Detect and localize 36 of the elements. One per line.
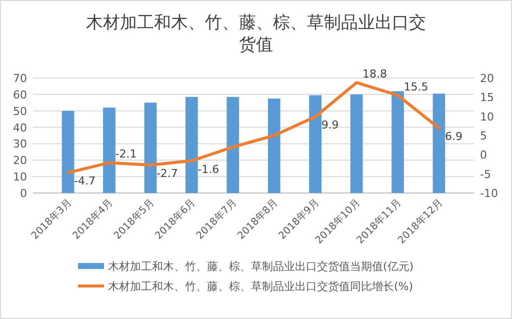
y2-tick-label: -10 xyxy=(480,187,498,200)
y-tick-label: 50 xyxy=(13,104,27,118)
chart-title: 木材加工和木、竹、藤、棕、草制品业出口交货值 xyxy=(86,13,426,55)
bar xyxy=(268,98,280,193)
bar xyxy=(62,110,74,193)
bar xyxy=(144,102,157,193)
y-tick-label: 40 xyxy=(13,121,27,134)
y-tick-label: 30 xyxy=(13,138,27,151)
y-tick-label: 10 xyxy=(13,170,27,184)
data-label: 18.8 xyxy=(362,68,388,81)
y2-tick-label: -5 xyxy=(480,168,491,181)
y-tick-label: 70 xyxy=(13,72,27,85)
bar xyxy=(350,94,363,193)
bar xyxy=(185,96,198,193)
y2-tick-label: 20 xyxy=(480,72,494,85)
legend-label: 木材加工和木、竹、藤、棕、草制品业出口交货值当期值(亿元) xyxy=(108,260,414,273)
bar xyxy=(309,95,322,193)
y2-tick-label: 10 xyxy=(480,110,494,124)
data-label: -1.6 xyxy=(198,162,220,176)
bar xyxy=(432,94,446,193)
y2-tick-label: 5 xyxy=(480,130,487,142)
bar xyxy=(103,108,116,193)
y2-tick-label: 15 xyxy=(480,91,494,104)
data-label: 9.9 xyxy=(321,118,339,132)
data-label: -2.7 xyxy=(156,167,178,180)
bar xyxy=(392,91,404,193)
y2-tick-label: 0 xyxy=(480,148,487,162)
data-label: 6.9 xyxy=(444,130,462,144)
data-label: 15.5 xyxy=(404,80,428,94)
y-tick-label: 60 xyxy=(13,88,27,102)
data-label: -2.1 xyxy=(115,148,137,161)
legend-label: 木材加工和木、竹、藤、棕、草制品业出口交货值同比增长(%) xyxy=(108,280,414,293)
y-tick-label: 0 xyxy=(20,187,27,200)
bar xyxy=(226,96,240,193)
data-label: -4.7 xyxy=(74,174,96,188)
y-tick-label: 20 xyxy=(13,154,27,168)
